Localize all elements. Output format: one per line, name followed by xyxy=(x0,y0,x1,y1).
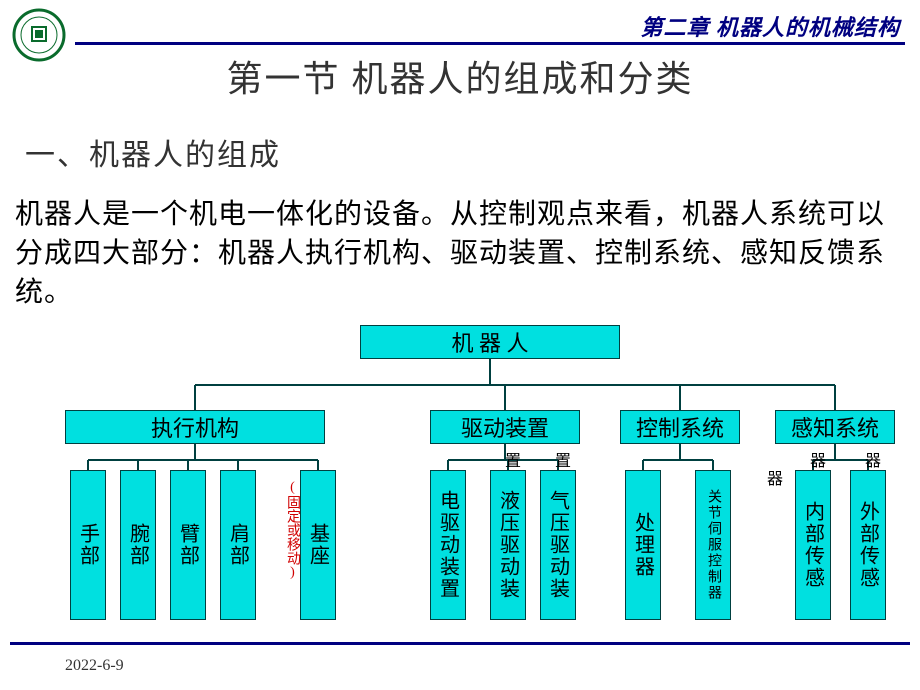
diagram-extra-label: 器 xyxy=(760,470,784,486)
diagram-node: 液压驱动装 xyxy=(490,470,526,620)
diagram-node: 执行机构 xyxy=(65,410,325,444)
footer-divider xyxy=(10,642,910,645)
diagram-node: 气压驱动装 xyxy=(540,470,576,620)
body-paragraph: 机器人是一个机电一体化的设备。从控制观点来看，机器人系统可以分成四大部分：机器人… xyxy=(15,195,905,313)
section-heading: 一、机器人的组成 xyxy=(25,130,281,174)
footer-date: 2022-6-9 xyxy=(65,657,124,675)
diagram-node: 内部传感 xyxy=(795,470,831,620)
diagram-node: 外部传感 xyxy=(850,470,886,620)
hierarchy-diagram: 机 器 人执行机构 驱动装置 控制系统 感知系统手部腕部臂部肩部基座(固定或移动) 电驱… xyxy=(0,320,920,640)
diagram-extra-label: 器 xyxy=(858,452,882,468)
diagram-node: 手部 xyxy=(70,470,106,620)
diagram-node: 控制系统 xyxy=(620,410,740,444)
diagram-node: 肩部 xyxy=(220,470,256,620)
diagram-node: 臂部 xyxy=(170,470,206,620)
diagram-node: 处理器 xyxy=(625,470,661,620)
header-divider xyxy=(75,42,905,45)
diagram-extra-label: 器 xyxy=(803,452,827,468)
diagram-extra-label: 置 xyxy=(498,452,522,468)
chapter-header: 第二章 机器人的机械结构 xyxy=(640,10,900,42)
diagram-note: (固定或移动) xyxy=(282,480,302,580)
diagram-node: 电驱动装置 xyxy=(430,470,466,620)
diagram-node: 驱动装置 xyxy=(430,410,580,444)
diagram-node: 基座 xyxy=(300,470,336,620)
diagram-node: 腕部 xyxy=(120,470,156,620)
diagram-node: 关节伺服控制器 xyxy=(695,470,731,620)
diagram-extra-label: 置 xyxy=(548,452,572,468)
diagram-node: 机 器 人 xyxy=(360,325,620,359)
page-title: 第一节 机器人的组成和分类 xyxy=(0,50,920,102)
diagram-node: 感知系统 xyxy=(775,410,895,444)
